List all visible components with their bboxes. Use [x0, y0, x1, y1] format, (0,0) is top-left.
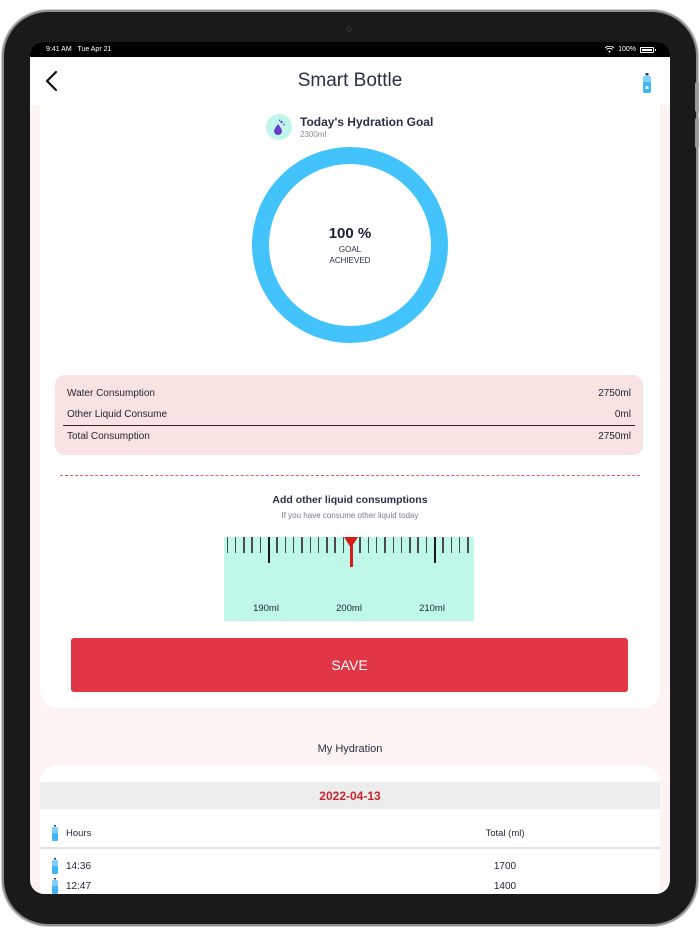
- status-time: 9:41 AM: [46, 46, 72, 53]
- ruler-tick: [467, 537, 469, 553]
- ruler-tick: [301, 537, 303, 553]
- goal-status-label: GOAL ACHIEVED: [329, 244, 371, 265]
- row-hour: 14:36: [66, 860, 92, 872]
- volume-button: [695, 118, 699, 148]
- column-header-hours: Hours: [66, 827, 92, 839]
- ruler-tick: [284, 537, 287, 553]
- section-divider: [60, 475, 640, 476]
- battery-icon: [640, 46, 656, 53]
- battery-percent: 100%: [618, 46, 636, 53]
- ruler-pointer-stem: [350, 545, 353, 567]
- ruler-tick: [326, 537, 328, 553]
- history-date[interactable]: 2022-04-13: [40, 782, 660, 809]
- goal-header: Today's Hydration Goal 2300ml: [266, 114, 433, 140]
- row-total: 1400: [493, 880, 517, 892]
- ruler-tick: [243, 537, 245, 553]
- ruler-tick: [334, 537, 336, 553]
- ruler-pointer-icon: [344, 537, 358, 548]
- ruler-tick: [384, 537, 386, 553]
- ruler-tick: [309, 537, 311, 553]
- volume-button: [695, 82, 699, 112]
- ruler-tick: [342, 537, 345, 553]
- row-total: 1700: [493, 860, 517, 872]
- liquid-amount-ruler-slider[interactable]: 190ml 200ml 210ml: [224, 537, 474, 621]
- bottle-icon: [52, 878, 58, 894]
- history-table-header: Hours Total (ml): [40, 819, 660, 849]
- ruler-tick: [375, 537, 378, 553]
- ruler-label: 200ml: [336, 603, 362, 614]
- ruler-tick: [367, 537, 370, 553]
- summary-row-total: Total Consumption 2750ml: [67, 431, 631, 442]
- camera-dot: [346, 26, 352, 32]
- bottle-icon[interactable]: [642, 73, 652, 93]
- page-title: Smart Bottle: [297, 70, 403, 91]
- add-liquid-subtitle: If you have consume other liquid today: [281, 511, 419, 520]
- water-drop-icon: [266, 114, 292, 140]
- ruler-tick: [251, 537, 253, 553]
- ruler-label: 210ml: [419, 603, 445, 614]
- ruler-tick: [458, 537, 461, 553]
- save-button[interactable]: SAVE: [71, 638, 628, 692]
- hydration-history-card: 2022-04-13 Hours Total (ml) 14:36: [40, 765, 660, 894]
- ruler-tick: [434, 537, 436, 563]
- row-hour: 12:47: [66, 880, 92, 892]
- ruler-tick: [442, 537, 444, 553]
- wifi-icon: [605, 46, 615, 53]
- column-header-total: Total (ml): [485, 827, 525, 839]
- ruler-tick: [359, 537, 361, 553]
- goal-progress-ring: 100 % GOAL ACHIEVED: [252, 147, 448, 343]
- ruler-tick: [259, 537, 262, 553]
- hydration-goal-card: Today's Hydration Goal 2300ml 100 % GOAL…: [40, 105, 660, 708]
- ruler-tick: [292, 537, 295, 553]
- ruler-tick: [450, 537, 453, 553]
- ruler-tick: [400, 537, 403, 553]
- my-hydration-title: My Hydration: [317, 743, 383, 755]
- back-chevron-icon[interactable]: [42, 69, 62, 93]
- ruler-tick: [234, 537, 237, 553]
- goal-percent: 100 %: [328, 224, 372, 242]
- bottle-icon: [52, 858, 58, 874]
- summary-row-other: Other Liquid Consume 0ml: [67, 409, 631, 420]
- ruler-tick: [409, 537, 411, 553]
- ruler-tick: [276, 537, 278, 553]
- consumption-summary: Water Consumption 2750ml Other Liquid Co…: [55, 375, 643, 455]
- ruler-tick: [425, 537, 428, 553]
- bottle-icon: [52, 825, 58, 841]
- table-row: 14:36 1700: [40, 857, 660, 875]
- summary-row-water: Water Consumption 2750ml: [67, 388, 631, 399]
- app-screen: 9:41 AM Tue Apr 21 100% Smart Bottle: [30, 42, 670, 894]
- goal-target: 2300ml: [300, 130, 327, 139]
- ruler-label: 190ml: [253, 603, 279, 614]
- ruler-tick: [417, 537, 419, 553]
- nav-bar: Smart Bottle: [30, 57, 670, 105]
- ruler-tick: [268, 537, 270, 563]
- ruler-tick: [317, 537, 320, 553]
- add-liquid-title: Add other liquid consumptions: [272, 494, 428, 506]
- summary-divider: [63, 425, 635, 426]
- table-row: 12:47 1400: [40, 877, 660, 894]
- status-bar: 9:41 AM Tue Apr 21 100%: [30, 42, 670, 57]
- status-date: Tue Apr 21: [77, 46, 112, 53]
- ruler-tick: [226, 537, 228, 553]
- ruler-tick: [392, 537, 394, 553]
- goal-title: Today's Hydration Goal: [300, 115, 434, 129]
